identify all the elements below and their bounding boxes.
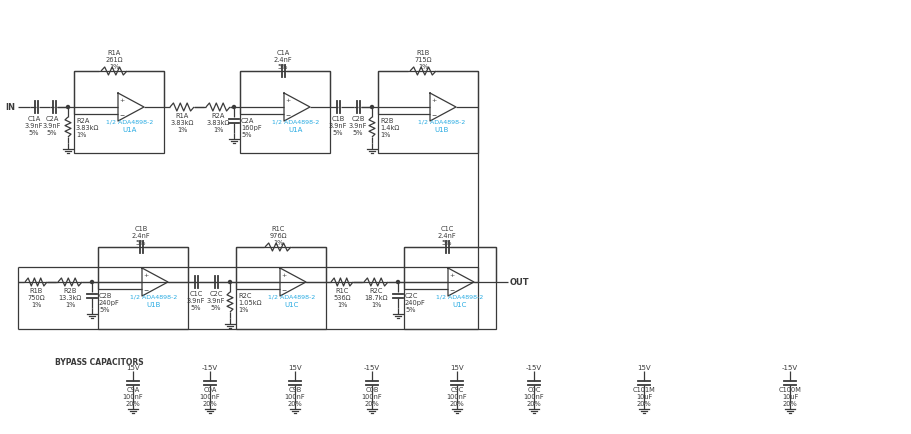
Text: −: − <box>119 112 125 117</box>
Circle shape <box>232 106 236 109</box>
Text: BYPASS CAPACITORS: BYPASS CAPACITORS <box>55 357 144 366</box>
Bar <box>378 72 478 154</box>
Bar <box>98 247 188 329</box>
Text: 1/2 ADA4898-2: 1/2 ADA4898-2 <box>107 120 154 125</box>
Text: R1C
976Ω
1%: R1C 976Ω 1% <box>270 226 287 246</box>
Text: −: − <box>281 287 287 292</box>
Text: -15V: -15V <box>363 364 380 370</box>
Text: R2C
1.05kΩ
1%: R2C 1.05kΩ 1% <box>238 293 261 312</box>
Text: +: + <box>143 273 148 278</box>
Text: C9A
100nF
20%: C9A 100nF 20% <box>123 386 143 406</box>
Text: +: + <box>449 273 455 278</box>
Text: C2C
240pF
5%: C2C 240pF 5% <box>405 293 425 312</box>
Text: 15V: 15V <box>288 364 302 370</box>
Text: C2A
160pF
5%: C2A 160pF 5% <box>241 118 261 138</box>
Text: R2A
3.83kΩ
1%: R2A 3.83kΩ 1% <box>76 118 99 138</box>
Circle shape <box>371 106 374 109</box>
Text: C1A
3.9nF
5%: C1A 3.9nF 5% <box>25 116 43 136</box>
Text: C2B
240pF
5%: C2B 240pF 5% <box>99 293 119 312</box>
Text: R2C
18.7kΩ
1%: R2C 18.7kΩ 1% <box>364 287 388 307</box>
Text: -15V: -15V <box>526 364 542 370</box>
Text: C9C
100nF
20%: C9C 100nF 20% <box>446 386 467 406</box>
Bar <box>236 247 326 329</box>
Text: -15V: -15V <box>782 364 798 370</box>
Text: 1/2 ADA4898-2: 1/2 ADA4898-2 <box>269 294 315 299</box>
Text: U1A: U1A <box>123 127 138 133</box>
Text: +: + <box>285 98 291 103</box>
Text: C2A
3.9nF
5%: C2A 3.9nF 5% <box>43 116 61 136</box>
Text: +: + <box>432 98 436 103</box>
Circle shape <box>476 281 479 284</box>
Text: −: − <box>143 287 148 292</box>
Text: R1C
536Ω
1%: R1C 536Ω 1% <box>333 287 351 307</box>
Text: +: + <box>281 273 287 278</box>
Circle shape <box>396 281 400 284</box>
Circle shape <box>90 281 94 284</box>
Text: C9B
100nF
20%: C9B 100nF 20% <box>285 386 305 406</box>
Text: C1C
3.9nF
5%: C1C 3.9nF 5% <box>187 290 205 310</box>
Text: C1C
2.4nF
5%: C1C 2.4nF 5% <box>437 226 456 246</box>
Text: C0C
100nF
20%: C0C 100nF 20% <box>524 386 544 406</box>
Bar <box>74 72 164 154</box>
Text: C1B
2.4nF
5%: C1B 2.4nF 5% <box>132 226 150 246</box>
Circle shape <box>67 106 69 109</box>
Text: C2B
3.9nF
5%: C2B 3.9nF 5% <box>349 116 367 136</box>
Text: 15V: 15V <box>450 364 464 370</box>
Text: -15V: -15V <box>202 364 218 370</box>
Bar <box>240 72 330 154</box>
Text: U1B: U1B <box>435 127 449 133</box>
Text: U1A: U1A <box>289 127 303 133</box>
Text: U1C: U1C <box>453 301 467 307</box>
Text: R1B
715Ω
1%: R1B 715Ω 1% <box>415 50 432 70</box>
Circle shape <box>229 281 231 284</box>
Text: C2C
3.9nF
5%: C2C 3.9nF 5% <box>207 290 225 310</box>
Text: +: + <box>119 98 125 103</box>
Text: −: − <box>432 112 436 117</box>
Text: −: − <box>285 112 291 117</box>
Text: 15V: 15V <box>127 364 139 370</box>
Text: C0A
100nF
20%: C0A 100nF 20% <box>200 386 220 406</box>
Text: R1B
750Ω
1%: R1B 750Ω 1% <box>27 287 45 307</box>
Text: R2B
13.3kΩ
1%: R2B 13.3kΩ 1% <box>58 287 82 307</box>
Text: C101M
10uF
20%: C101M 10uF 20% <box>632 386 655 406</box>
Text: R1A
261Ω
1%: R1A 261Ω 1% <box>106 50 123 70</box>
Text: C1A
2.4nF
5%: C1A 2.4nF 5% <box>273 50 292 70</box>
Text: C1B
3.9nF
5%: C1B 3.9nF 5% <box>329 116 347 136</box>
Text: −: − <box>449 287 455 292</box>
Text: 1/2 ADA4898-2: 1/2 ADA4898-2 <box>130 294 178 299</box>
Text: C100M
10uF
20%: C100M 10uF 20% <box>779 386 802 406</box>
Text: U1C: U1C <box>285 301 299 307</box>
Bar <box>404 247 496 329</box>
Text: U1B: U1B <box>147 301 161 307</box>
Text: R2A
3.83kΩ
1%: R2A 3.83kΩ 1% <box>206 113 230 133</box>
Text: 1/2 ADA4898-2: 1/2 ADA4898-2 <box>418 120 466 125</box>
Text: C0B
100nF
20%: C0B 100nF 20% <box>362 386 383 406</box>
Text: 15V: 15V <box>637 364 650 370</box>
Text: 1/2 ADA4898-2: 1/2 ADA4898-2 <box>272 120 320 125</box>
Text: OUT: OUT <box>510 278 529 287</box>
Text: R2B
1.4kΩ
1%: R2B 1.4kΩ 1% <box>380 118 399 138</box>
Text: R1A
3.83kΩ
1%: R1A 3.83kΩ 1% <box>170 113 194 133</box>
Text: 1/2 ADA4898-2: 1/2 ADA4898-2 <box>436 294 484 299</box>
Text: IN: IN <box>5 103 15 112</box>
